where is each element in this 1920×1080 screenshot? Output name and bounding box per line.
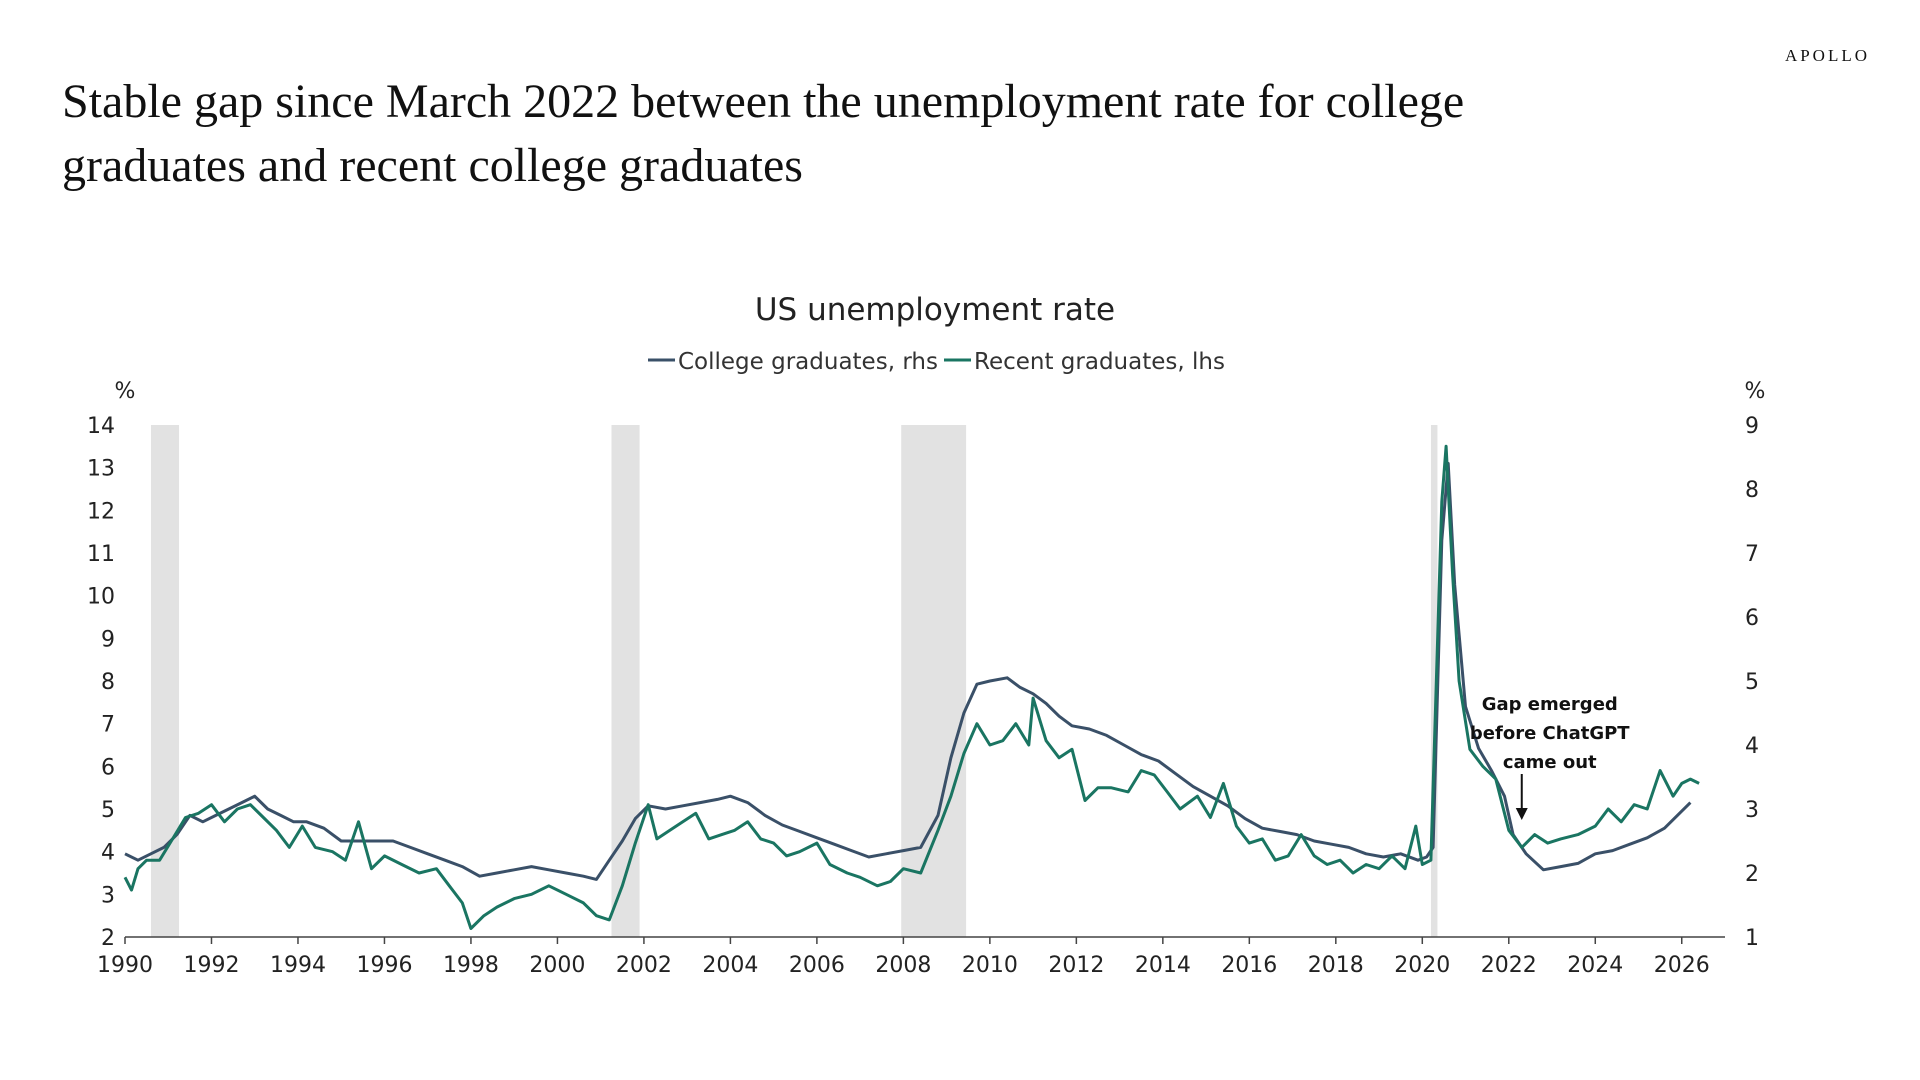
annotation-text: Gap emerged <box>1482 694 1618 715</box>
right-tick-label: 9 <box>1745 414 1759 439</box>
x-tick-label: 2018 <box>1308 953 1364 978</box>
right-tick-label: 8 <box>1745 478 1759 503</box>
x-tick-label: 2006 <box>789 953 845 978</box>
brand-logo: APOLLO <box>1784 46 1870 65</box>
recession-band <box>901 425 967 937</box>
x-tick-label: 2016 <box>1221 953 1277 978</box>
x-tick-label: 1992 <box>183 953 239 978</box>
x-tick-label: 2004 <box>702 953 758 978</box>
x-tick-label: 2010 <box>962 953 1018 978</box>
x-tick-label: 2022 <box>1481 953 1537 978</box>
left-tick-label: 8 <box>101 670 115 695</box>
right-axis: 1 2 3 4 5 6 7 8 9 <box>1745 414 1759 951</box>
left-tick-label: 10 <box>87 585 115 610</box>
left-tick-label: 11 <box>87 542 115 567</box>
recession-band <box>611 425 640 937</box>
annotation-text: before ChatGPT <box>1470 723 1630 744</box>
chart-title: US unemployment rate <box>755 292 1115 328</box>
recession-bands <box>150 425 1438 937</box>
left-tick-label: 5 <box>101 798 115 823</box>
x-tick-label: 1994 <box>270 953 326 978</box>
x-tick-label: 2000 <box>529 953 585 978</box>
page-title: Stable gap since March 2022 between the … <box>62 75 1465 192</box>
left-tick-label: 7 <box>101 713 115 738</box>
left-tick-label: 4 <box>101 841 115 866</box>
x-axis: 1990 1992 1994 1996 1998 2000 2002 2004 2006 2008… <box>97 936 1725 978</box>
left-tick-label: 9 <box>101 627 115 652</box>
annotation: Gap emerged before ChatGPT came out <box>1470 694 1630 820</box>
left-tick-label: 2 <box>101 926 115 951</box>
x-tick-label: 1998 <box>443 953 499 978</box>
x-tick-label: 2012 <box>1048 953 1104 978</box>
x-tick-label: 2014 <box>1135 953 1191 978</box>
left-tick-label: 13 <box>87 457 115 482</box>
left-axis-unit: % <box>115 379 136 404</box>
unemployment-chart: US unemployment rate College graduates, … <box>87 292 1766 978</box>
x-tick-label: 1996 <box>356 953 412 978</box>
left-axis: 2 3 4 5 6 7 8 9 10 11 12 13 14 <box>87 414 115 951</box>
left-tick-label: 12 <box>87 499 115 524</box>
x-tick-label: 2002 <box>616 953 672 978</box>
right-tick-label: 7 <box>1745 542 1759 567</box>
legend-label-college: College graduates, rhs <box>678 349 938 375</box>
series-recent-graduates <box>123 444 1700 930</box>
legend: College graduates, rhs Recent graduates,… <box>648 349 1225 375</box>
x-tick-label: 2026 <box>1654 953 1710 978</box>
left-tick-label: 3 <box>101 883 115 908</box>
left-tick-label: 14 <box>87 414 115 439</box>
right-tick-label: 2 <box>1745 862 1759 887</box>
right-tick-label: 1 <box>1745 926 1759 951</box>
right-tick-label: 4 <box>1745 734 1759 759</box>
x-tick-label: 2024 <box>1567 953 1623 978</box>
recession-band <box>1430 425 1438 937</box>
annotation-text: came out <box>1503 752 1597 773</box>
legend-label-recent: Recent graduates, lhs <box>974 349 1225 375</box>
x-tick-label: 2008 <box>875 953 931 978</box>
right-tick-label: 5 <box>1745 670 1759 695</box>
series-lines <box>123 444 1700 930</box>
annotation-arrow-head <box>1515 808 1528 820</box>
x-tick-label: 1990 <box>97 953 153 978</box>
x-tick-label: 2020 <box>1394 953 1450 978</box>
right-tick-label: 6 <box>1745 606 1759 631</box>
right-tick-label: 3 <box>1745 798 1759 823</box>
right-axis-unit: % <box>1745 379 1766 404</box>
left-tick-label: 6 <box>101 755 115 780</box>
